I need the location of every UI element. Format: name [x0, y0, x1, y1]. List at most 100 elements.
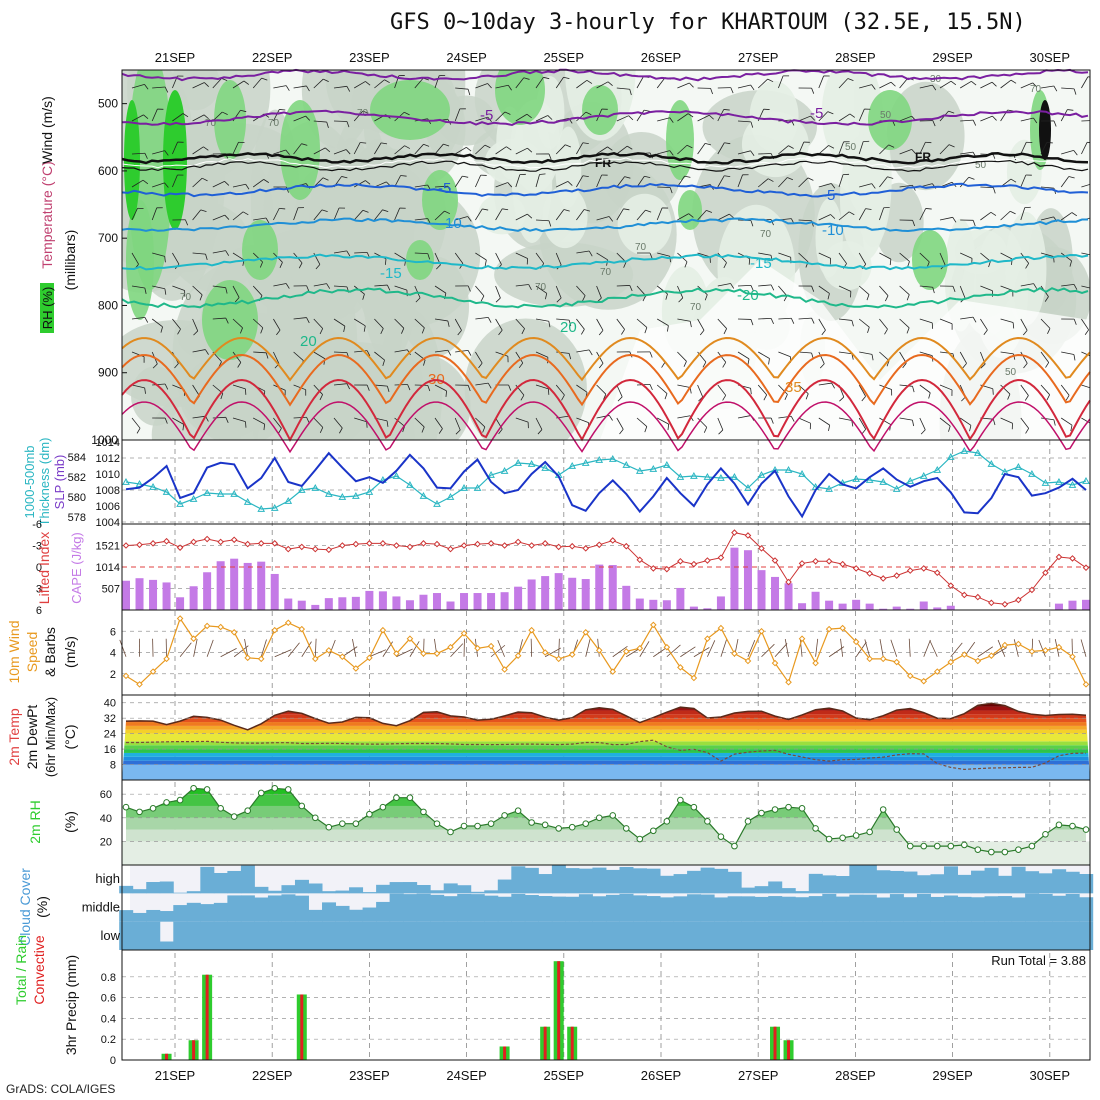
wind-barb — [717, 417, 724, 431]
wind-speed-point — [487, 642, 495, 650]
wind-barb — [414, 144, 424, 155]
wind-barb — [818, 214, 831, 221]
lifted-index-point — [514, 538, 522, 546]
wind-barb-10m — [890, 639, 898, 657]
wind-barb-flag — [811, 317, 815, 324]
wind-barb — [737, 415, 751, 419]
day-label-top: 23SEP — [349, 50, 389, 65]
wind-barb — [838, 285, 852, 292]
cape-bar — [662, 600, 671, 610]
wind-barb — [798, 219, 812, 222]
wind-barb — [374, 351, 385, 361]
rh-contour-label: 50 — [1005, 367, 1017, 378]
wind-barb-flag — [326, 283, 331, 289]
cape-bar — [757, 570, 766, 610]
thickness-point — [676, 472, 685, 480]
wind-barb — [1061, 351, 1075, 355]
wind-barb-flag — [730, 283, 735, 289]
wind-speed-point — [555, 655, 562, 663]
wind-barb — [960, 316, 974, 320]
wind-barb-10m — [244, 638, 249, 657]
wind-barb-flag — [487, 382, 492, 389]
wind-barb — [515, 351, 524, 364]
wind-barb-flag — [983, 329, 988, 336]
wind-tick-label: 2 — [110, 669, 116, 681]
lifted-index-point — [852, 565, 860, 572]
wind-barb-flag — [952, 217, 957, 223]
cloud-cell-low — [889, 921, 904, 950]
wind-barb-flag — [723, 109, 730, 111]
rh-point — [352, 820, 360, 827]
thickness-point — [1068, 480, 1077, 488]
wind-barb — [152, 182, 165, 188]
wind-barb — [1040, 252, 1054, 257]
day-label-top: 25SEP — [544, 50, 584, 65]
cloud-cell-middle — [592, 896, 607, 922]
wind-barb — [959, 351, 967, 364]
wind-barb-flag — [164, 86, 169, 93]
wind-barb — [515, 174, 521, 188]
lifted-index-point — [974, 593, 982, 601]
wind-barb — [515, 147, 528, 155]
temp-band — [122, 733, 1090, 742]
temp-bands — [122, 703, 1090, 780]
rh-point — [339, 820, 346, 827]
wind-barb-flag — [827, 111, 834, 115]
wind-tick-label: 6 — [110, 626, 116, 638]
wind-barb — [293, 115, 306, 122]
cape-bar — [405, 600, 414, 610]
wind-barb — [131, 316, 145, 320]
wind-barb-10m — [369, 649, 387, 658]
wind-barb-flag — [279, 262, 283, 268]
wind-barb-flag — [861, 396, 866, 402]
wind-barb-10m — [352, 639, 357, 657]
wind-barb — [313, 318, 323, 329]
cloud-cell-middle — [119, 910, 134, 922]
rh-green-blob — [280, 100, 320, 200]
cloud-cell-high — [795, 891, 810, 894]
wind-barb-flag — [1053, 85, 1058, 92]
cape-bar — [689, 606, 698, 610]
wind-barb — [616, 87, 630, 90]
wind-barb — [576, 417, 589, 424]
cape-bar — [203, 572, 212, 610]
wind-barb-flag — [665, 293, 668, 300]
rh-green-blob — [202, 280, 258, 360]
day-label-top: 26SEP — [641, 50, 681, 65]
cloud-cell-high — [822, 875, 837, 894]
wind-barb — [131, 208, 138, 221]
wind-barb — [960, 151, 974, 155]
rh-point — [217, 805, 224, 812]
wind-barb — [959, 285, 966, 299]
wind-barb — [1000, 79, 1012, 89]
thickness-markers — [122, 446, 1090, 512]
wind-barb-flag — [992, 419, 996, 426]
cloud-cell-low — [903, 921, 918, 950]
wind-barb — [636, 318, 648, 328]
wind-barb — [232, 384, 246, 390]
wind-barb-flag — [1067, 109, 1074, 111]
cape-tick-label: 1014 — [96, 562, 120, 574]
wind-speed-point — [798, 635, 806, 642]
wind-barb — [555, 77, 564, 89]
wind-barb — [899, 318, 910, 329]
wind-speed-point — [406, 635, 414, 642]
wind-barb-10m — [929, 640, 938, 657]
wind-speed-point — [893, 658, 901, 666]
wind-speed-point — [582, 629, 590, 636]
li-tick-label: 0 — [36, 562, 42, 574]
wind-barb — [778, 145, 789, 155]
wind-speed-point — [947, 658, 955, 666]
cape-bar — [230, 558, 239, 610]
wind-speed-point — [825, 625, 833, 633]
wind-barb — [374, 209, 383, 221]
wind-barb — [980, 186, 994, 189]
contour-label: -5 — [480, 107, 493, 124]
lifted-index-point — [785, 578, 792, 586]
wind-barb — [818, 183, 832, 188]
cloud-cell-middle — [862, 894, 877, 922]
cloud-cell-low — [173, 921, 188, 950]
isotherm-minus-5 — [121, 182, 1089, 198]
cloud-cell-middle — [916, 893, 931, 922]
thickness-point — [487, 470, 495, 478]
